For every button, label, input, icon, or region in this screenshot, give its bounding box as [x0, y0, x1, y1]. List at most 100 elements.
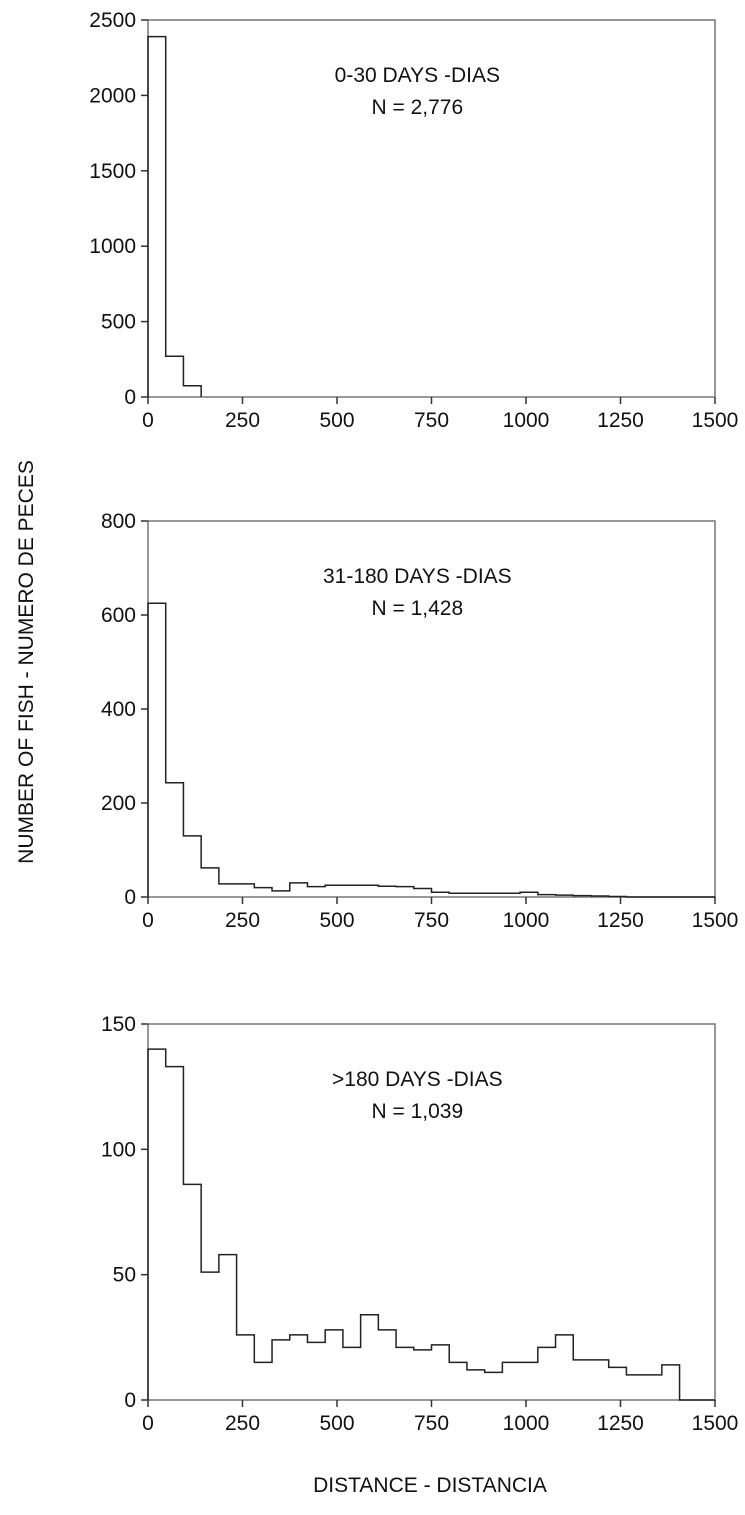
x-tick-label: 0 — [142, 909, 154, 932]
panel-title: 31-180 DAYS -DIAS — [323, 565, 512, 588]
x-tick-label: 750 — [414, 1412, 449, 1435]
histogram-bar — [343, 885, 361, 897]
histogram-panel-3: 0 250 500 750 1000 1250 1500 0 50 100 150 >180 DAYS… — [101, 1013, 738, 1435]
y-tick-label: 50 — [113, 1264, 136, 1287]
histogram-bar — [432, 892, 450, 897]
x-tick-label: 250 — [225, 909, 260, 932]
histogram-bar — [485, 893, 503, 897]
x-tick-label: 1500 — [692, 909, 739, 932]
histogram-bar — [538, 895, 556, 897]
histogram-bar — [219, 884, 237, 897]
panel-title: 0-30 DAYS -DIAS — [335, 64, 500, 87]
histogram-bar — [201, 1272, 219, 1400]
histogram-bar — [183, 836, 201, 897]
panel-title: >180 DAYS -DIAS — [332, 1068, 503, 1091]
x-tick-label: 500 — [319, 409, 354, 432]
panel-sample-size: N = 1,428 — [371, 597, 463, 620]
histogram-bar — [219, 1255, 237, 1400]
y-tick-label: 1000 — [89, 235, 136, 258]
histogram-bar — [432, 1345, 450, 1400]
histogram-bar — [591, 1360, 609, 1400]
histogram-bar — [254, 888, 272, 897]
histogram-bar — [237, 884, 255, 897]
histogram-bar — [166, 356, 184, 397]
histogram-bar — [556, 895, 574, 897]
histogram-bar — [573, 896, 591, 897]
histogram-bar — [467, 1370, 485, 1400]
y-tick-label: 100 — [101, 1138, 136, 1161]
histogram-bar — [609, 1367, 627, 1400]
y-tick-label: 0 — [124, 886, 136, 909]
histogram-bar — [449, 1362, 467, 1400]
histogram-bar — [148, 603, 166, 897]
x-tick-label: 1250 — [597, 409, 644, 432]
y-tick-label: 2500 — [89, 9, 136, 32]
histogram-outline — [147, 1048, 715, 1401]
x-tick-label: 1000 — [503, 909, 550, 932]
x-tick-label: 1500 — [692, 1412, 739, 1435]
histogram-bar — [166, 783, 184, 897]
y-tick-label: 150 — [101, 1013, 136, 1036]
histogram-bar — [485, 1372, 503, 1400]
histogram-panel-1: 0 250 500 750 1000 1250 1500 0 500 1000 1500 2000 25… — [89, 9, 738, 432]
histogram-bar — [591, 896, 609, 897]
histogram-bar — [626, 1375, 644, 1400]
y-tick-label: 800 — [101, 510, 136, 533]
histogram-bar — [325, 1330, 343, 1400]
histogram-bar — [449, 893, 467, 897]
x-tick-label: 500 — [319, 909, 354, 932]
histogram-bar — [662, 1365, 680, 1400]
histogram-bar — [254, 1362, 272, 1400]
histogram-bar — [272, 891, 290, 897]
histogram-bar — [414, 889, 432, 897]
histogram-bar — [148, 37, 166, 397]
histogram-bar — [307, 1342, 325, 1400]
histogram-bar — [272, 1340, 290, 1400]
histogram-bar — [502, 1362, 520, 1400]
x-tick-label: 1500 — [692, 409, 739, 432]
x-tick-label: 750 — [414, 409, 449, 432]
y-tick-label: 600 — [101, 604, 136, 627]
histogram-bar — [573, 1360, 591, 1400]
x-tick-label: 250 — [225, 1412, 260, 1435]
histogram-bar — [307, 887, 325, 897]
y-tick-label: 0 — [124, 1389, 136, 1412]
histogram-bar — [201, 868, 219, 897]
y-tick-label: 400 — [101, 698, 136, 721]
histogram-bar — [644, 1375, 662, 1400]
histogram-panel-2: 0 250 500 750 1000 1250 1500 0 200 400 600 800 31-18… — [101, 510, 738, 932]
histogram-bar — [520, 1362, 538, 1400]
histogram-bar — [290, 1335, 308, 1400]
histogram-bar — [556, 1335, 574, 1400]
histogram-bar — [396, 1347, 414, 1400]
x-tick-label: 1250 — [597, 1412, 644, 1435]
x-tick-label: 0 — [142, 409, 154, 432]
histogram-bar — [325, 885, 343, 897]
x-tick-label: 0 — [142, 1412, 154, 1435]
x-tick-label: 1000 — [503, 409, 550, 432]
histogram-bar — [538, 1347, 556, 1400]
y-tick-label: 1500 — [89, 160, 136, 183]
histogram-bar — [361, 1315, 379, 1400]
y-tick-label: 200 — [101, 792, 136, 815]
histogram-bar — [378, 886, 396, 897]
panel-sample-size: N = 2,776 — [371, 96, 463, 119]
y-tick-label: 500 — [101, 311, 136, 334]
x-tick-label: 1000 — [503, 1412, 550, 1435]
y-axis-label: NUMBER OF FISH - NUMERO DE PECES — [15, 460, 38, 864]
histogram-bar — [183, 386, 201, 397]
x-tick-label: 1250 — [597, 909, 644, 932]
x-tick-label: 500 — [319, 1412, 354, 1435]
histogram-bar — [290, 883, 308, 897]
histogram-bar — [467, 893, 485, 897]
panel-sample-size: N = 1,039 — [371, 1100, 463, 1123]
x-tick-label: 250 — [225, 409, 260, 432]
histogram-bar — [378, 1330, 396, 1400]
histogram-bar — [343, 1347, 361, 1400]
x-tick-label: 750 — [414, 909, 449, 932]
histogram-bar — [520, 892, 538, 897]
histogram-bar — [148, 1049, 166, 1400]
histogram-outline — [147, 602, 715, 898]
histogram-bar — [166, 1067, 184, 1400]
histogram-bar — [183, 1184, 201, 1400]
